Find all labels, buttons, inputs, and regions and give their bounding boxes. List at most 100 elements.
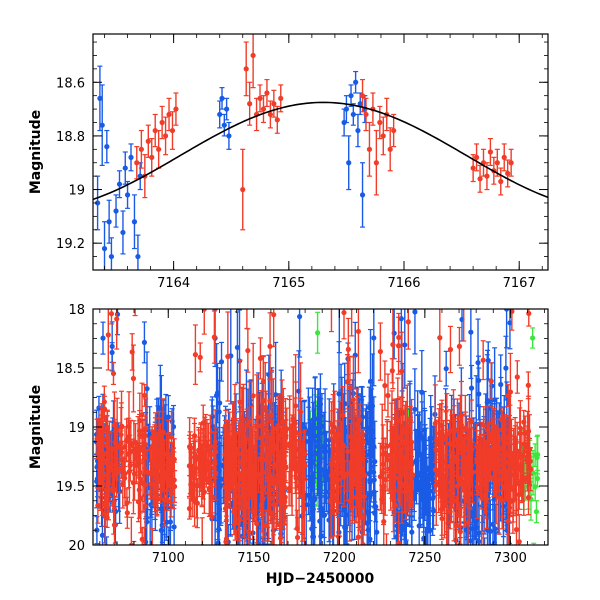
blue-data-point-marker xyxy=(372,510,378,516)
red-data-point-marker xyxy=(366,146,373,152)
red-data-point xyxy=(501,143,507,172)
green-data-point-marker xyxy=(315,330,321,336)
red-data-point xyxy=(380,116,386,156)
blue-data-point xyxy=(353,70,359,94)
blue-data-point xyxy=(296,309,303,358)
red-data-point-marker xyxy=(278,95,284,101)
blue-data-point xyxy=(482,537,488,545)
blue-data-point-marker xyxy=(217,400,223,406)
red-data-point xyxy=(267,100,273,129)
blue-data-point xyxy=(219,87,225,110)
red-data-point xyxy=(271,89,277,118)
blue-data-point-marker xyxy=(326,437,332,443)
blue-data-point-marker xyxy=(477,548,482,553)
blue-data-point xyxy=(306,406,312,455)
red-data-point-marker xyxy=(149,154,155,160)
red-data-point-marker xyxy=(391,127,397,134)
red-data-point xyxy=(494,148,500,177)
red-data-point-marker xyxy=(274,117,280,123)
blue-data-point-marker xyxy=(359,192,366,198)
blue-data-point-marker xyxy=(221,122,227,128)
blue-data-point-marker xyxy=(219,95,225,101)
blue-data-point-marker xyxy=(498,381,504,388)
red-data-point-marker xyxy=(377,119,383,126)
blue-data-point-marker xyxy=(318,533,324,540)
blue-data-point xyxy=(226,121,232,150)
red-data-point-marker xyxy=(173,106,179,112)
blue-data-point-marker xyxy=(312,495,318,502)
blue-data-point-marker xyxy=(468,329,474,335)
red-data-point-marker xyxy=(267,111,273,118)
red-data-point xyxy=(473,143,480,172)
blue-data-point-marker xyxy=(321,512,327,518)
blue-data-point xyxy=(224,97,230,121)
red-data-point xyxy=(477,164,483,193)
red-data-point-marker xyxy=(108,311,115,317)
red-data-point xyxy=(156,129,162,169)
green-data-point xyxy=(530,327,536,349)
blue-data-point xyxy=(416,479,422,545)
blue-data-point-marker xyxy=(415,438,421,444)
blue-data-point-marker xyxy=(109,343,115,349)
top-x-tick-label: 7165 xyxy=(272,276,305,291)
blue-data-point xyxy=(106,199,112,244)
red-data-point xyxy=(149,137,155,177)
top-y-tick-label: 19 xyxy=(68,184,85,199)
blue-data-point-marker xyxy=(273,392,279,398)
blue-data-point xyxy=(141,321,148,364)
blue-data-point-marker xyxy=(492,526,498,532)
top-panel-y-axis-label: Magnitude xyxy=(28,110,44,194)
blue-data-point-marker xyxy=(337,302,342,307)
blue-data-point-marker xyxy=(402,342,408,348)
blue-data-point-marker xyxy=(214,390,221,396)
red-data-point-marker xyxy=(134,160,140,166)
red-data-point xyxy=(366,121,373,177)
blue-data-point xyxy=(319,392,325,460)
green-data-point xyxy=(533,500,540,524)
blue-data-point-marker xyxy=(353,79,359,85)
blue-data-point-marker xyxy=(122,165,128,171)
top-y-tick-label: 18.6 xyxy=(56,76,85,91)
top-panel: 7164 7165 7166 7167 18.6 18.8 19 19.2 Magnitude xyxy=(28,33,549,291)
blue-data-point-marker xyxy=(367,492,373,498)
blue-data-point-marker xyxy=(355,127,361,134)
red-data-point xyxy=(134,146,140,180)
blue-data-point-marker xyxy=(101,245,108,252)
red-data-point-marker xyxy=(240,186,246,193)
red-data-point-marker xyxy=(484,173,490,179)
blue-data-point xyxy=(423,427,429,514)
red-data-point-marker xyxy=(166,111,172,118)
model-fit-curve xyxy=(93,101,548,201)
green-data-point-marker xyxy=(533,509,540,515)
red-data-point xyxy=(138,129,144,169)
blue-data-point-marker xyxy=(124,192,131,198)
blue-data-point xyxy=(359,162,366,228)
top-panel-ticks: 7164 7165 7166 7167 18.6 18.8 19 19.2 xyxy=(56,34,548,291)
blue-data-point xyxy=(468,309,474,380)
blue-data-point-marker xyxy=(170,424,177,430)
red-data-point xyxy=(159,105,165,140)
blue-data-point-marker xyxy=(143,556,148,561)
red-data-point-marker xyxy=(145,138,151,144)
blue-data-point-marker xyxy=(128,154,134,160)
red-data-point xyxy=(363,97,369,132)
red-data-point xyxy=(264,78,270,108)
blue-data-point-marker xyxy=(224,106,230,112)
blue-data-point-marker xyxy=(116,181,123,187)
red-data-point xyxy=(162,116,169,156)
blue-data-point xyxy=(336,302,342,354)
red-data-point-marker xyxy=(363,111,369,118)
top-x-tick-label: 7167 xyxy=(503,276,536,291)
blue-data-point-marker xyxy=(365,509,371,515)
blue-data-point xyxy=(116,170,123,199)
red-data-point-marker xyxy=(271,101,277,107)
red-data-point-marker xyxy=(359,93,366,99)
blue-data-point-marker xyxy=(106,219,112,225)
blue-data-point-marker xyxy=(473,518,479,524)
red-data-point-marker xyxy=(124,510,130,516)
red-data-point-marker xyxy=(131,552,136,557)
blue-data-point-marker xyxy=(430,488,436,494)
red-data-point xyxy=(243,41,249,97)
blue-data-point-marker xyxy=(476,530,482,536)
blue-data-point xyxy=(114,309,121,336)
